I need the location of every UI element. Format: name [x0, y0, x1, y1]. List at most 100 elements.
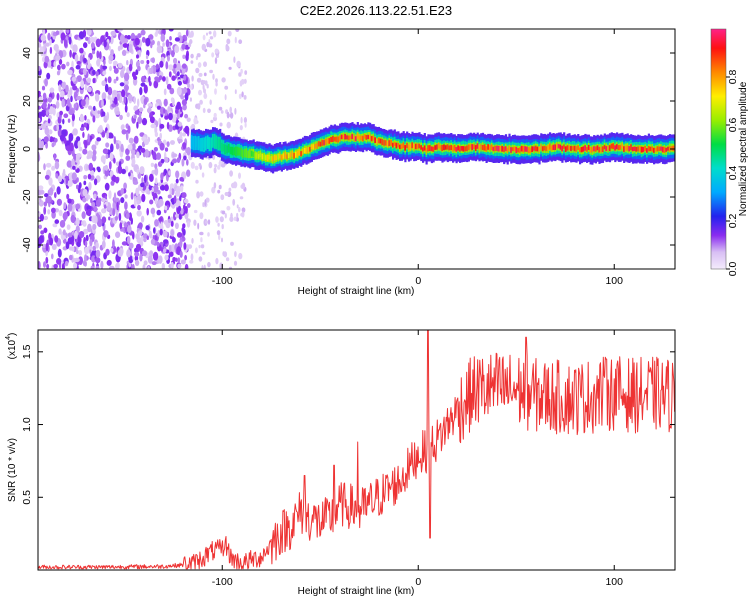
ridge-cell — [407, 144, 411, 150]
noise-speckle — [167, 194, 172, 199]
noise-speckle — [94, 140, 99, 146]
ridge-cell — [564, 146, 567, 152]
ridge-cell — [314, 143, 317, 149]
ridge-cell — [647, 145, 650, 152]
noise-speckle — [82, 68, 87, 76]
ridge-cell — [541, 146, 545, 152]
noise-speckle — [137, 65, 141, 72]
ridge-cell — [303, 148, 306, 154]
sparse-speckle — [238, 172, 241, 179]
ridge-cell — [547, 145, 550, 151]
noise-speckle — [38, 224, 42, 230]
noise-speckle — [103, 204, 107, 209]
noise-speckle — [66, 160, 73, 168]
noise-speckle — [137, 98, 140, 107]
noise-speckle — [97, 126, 103, 133]
noise-speckle — [101, 111, 106, 117]
ridge-cell — [275, 155, 278, 160]
noise-speckle — [93, 105, 96, 111]
noise-speckle — [65, 105, 70, 112]
noise-speckle — [89, 36, 95, 43]
noise-speckle — [71, 113, 75, 122]
ridge-cell — [536, 146, 539, 152]
ridge-cell — [400, 143, 403, 149]
noise-speckle — [83, 42, 88, 49]
noise-speckle — [102, 70, 107, 76]
noise-speckle — [123, 222, 128, 228]
sparse-speckle — [210, 119, 214, 124]
noise-speckle — [47, 96, 53, 103]
spectrogram-y-label: Frequency (Hz) — [7, 115, 18, 184]
noise-speckle — [93, 205, 98, 213]
noise-speckle — [112, 239, 115, 249]
noise-speckle — [145, 37, 151, 47]
ridge-cell — [323, 140, 326, 146]
ridge-cell — [224, 144, 227, 155]
sparse-speckle — [213, 182, 217, 189]
noise-speckle — [62, 212, 68, 221]
ridge-cell — [584, 145, 587, 151]
ridge-cell — [638, 145, 642, 152]
ridge-cell — [654, 147, 657, 152]
ridge-cell — [376, 139, 379, 145]
ridge-cell — [571, 146, 575, 151]
noise-speckle — [75, 64, 81, 70]
noise-speckle — [176, 101, 181, 110]
sparse-speckle — [234, 89, 237, 95]
noise-speckle — [169, 36, 172, 41]
ridge-cell — [594, 146, 597, 152]
noise-speckle — [109, 170, 114, 177]
noise-speckle — [69, 86, 73, 96]
noise-speckle — [113, 67, 119, 74]
ridge-cell — [635, 146, 638, 152]
noise-speckle — [110, 49, 114, 56]
ridge-cell — [446, 144, 449, 150]
noise-speckle — [115, 76, 119, 81]
sparse-speckle — [209, 36, 214, 40]
ridge-cell — [640, 146, 643, 153]
noise-speckle — [135, 46, 141, 51]
noise-speckle — [179, 195, 182, 202]
ridge-cell — [556, 143, 559, 149]
ridge-cell — [206, 138, 209, 147]
sparse-speckle — [239, 196, 244, 200]
sparse-speckle — [218, 184, 222, 190]
ridge-cell — [219, 139, 222, 149]
noise-speckle — [171, 203, 176, 209]
sparse-speckle — [209, 99, 212, 105]
ridge-cell — [480, 144, 483, 150]
noise-speckle — [40, 34, 47, 42]
noise-speckle — [68, 109, 74, 116]
sparse-speckle — [219, 216, 224, 223]
sparse-speckle — [220, 110, 224, 114]
sparse-speckle — [205, 197, 210, 203]
noise-speckle — [150, 207, 156, 215]
ridge-cell — [358, 135, 361, 142]
noise-speckle — [119, 82, 125, 87]
noise-speckle — [75, 225, 80, 233]
noise-speckle — [66, 224, 71, 230]
noise-speckle — [155, 63, 159, 70]
colorbar-frame — [710, 28, 727, 270]
noise-speckle — [158, 217, 163, 222]
sparse-speckle — [244, 122, 247, 128]
ridge-cell — [360, 135, 363, 141]
noise-speckle — [133, 198, 137, 208]
noise-speckle — [160, 221, 164, 230]
noise-speckle — [67, 203, 73, 212]
ridge-cell — [413, 143, 416, 150]
noise-speckle — [67, 198, 72, 204]
ridge-cell — [409, 143, 412, 150]
noise-speckle — [170, 97, 174, 103]
noise-speckle — [66, 97, 71, 107]
sparse-speckle — [232, 198, 236, 206]
x-tick-label: -100 — [212, 576, 233, 588]
sparse-speckle — [241, 91, 244, 98]
noise-speckle — [57, 175, 63, 183]
noise-speckle — [87, 208, 92, 217]
sparse-speckle — [228, 187, 232, 192]
noise-speckle — [107, 94, 111, 100]
sparse-speckle — [224, 85, 229, 90]
noise-speckle — [68, 133, 74, 142]
ridge-cell — [462, 146, 465, 152]
